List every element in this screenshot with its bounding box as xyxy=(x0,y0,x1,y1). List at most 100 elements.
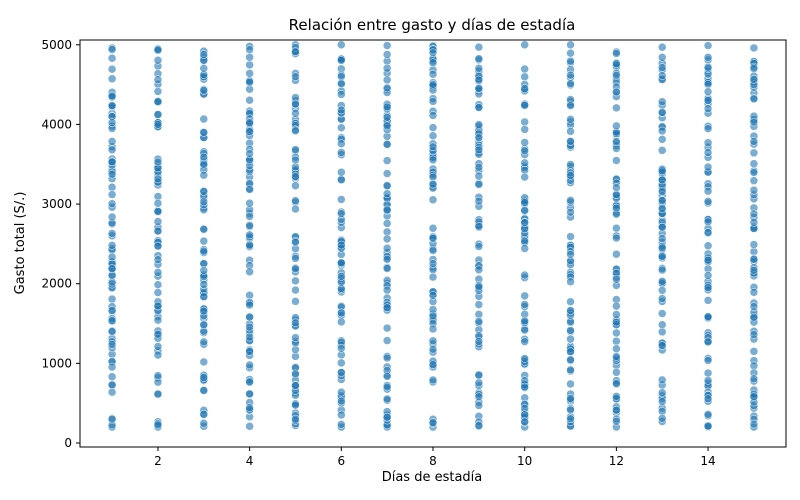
data-point xyxy=(291,369,300,379)
data-point xyxy=(337,79,346,89)
data-point xyxy=(703,96,713,105)
data-point xyxy=(474,337,484,346)
data-point xyxy=(153,268,163,277)
data-point xyxy=(153,315,163,325)
data-point xyxy=(749,94,759,104)
data-point xyxy=(382,382,392,392)
data-point xyxy=(428,375,438,385)
data-point xyxy=(153,217,163,226)
data-point xyxy=(703,87,713,96)
data-point xyxy=(520,198,529,207)
data-point xyxy=(474,242,484,251)
data-point xyxy=(107,53,117,63)
data-point xyxy=(153,97,163,107)
data-point xyxy=(520,100,529,110)
data-point xyxy=(520,172,529,182)
data-point xyxy=(337,148,346,157)
data-point xyxy=(703,80,713,89)
data-point xyxy=(520,417,529,426)
data-point xyxy=(199,357,209,367)
data-point xyxy=(428,58,438,67)
data-point xyxy=(657,175,667,185)
data-point xyxy=(566,127,575,136)
data-point xyxy=(337,40,346,50)
data-point xyxy=(382,189,392,198)
data-point xyxy=(382,234,392,244)
data-point xyxy=(657,166,667,176)
data-point xyxy=(291,400,300,410)
data-point xyxy=(566,115,575,124)
data-point xyxy=(107,145,117,155)
data-point xyxy=(428,195,438,204)
data-point xyxy=(612,392,621,401)
data-point xyxy=(749,392,759,401)
data-point xyxy=(107,91,117,101)
data-point xyxy=(337,410,346,420)
data-point xyxy=(428,259,438,268)
data-point xyxy=(612,190,621,200)
data-point xyxy=(566,355,575,364)
data-point xyxy=(520,382,529,392)
data-point xyxy=(428,48,438,58)
data-point xyxy=(566,277,575,287)
data-point xyxy=(245,360,254,370)
data-point xyxy=(107,212,117,222)
data-point xyxy=(382,323,392,333)
data-point xyxy=(245,95,254,105)
data-points xyxy=(107,40,759,432)
data-point xyxy=(199,152,209,162)
data-point xyxy=(245,127,254,136)
data-point xyxy=(566,326,575,335)
data-point xyxy=(337,72,346,81)
data-point xyxy=(520,205,529,215)
data-point xyxy=(153,226,163,236)
data-point xyxy=(153,56,163,65)
data-point xyxy=(337,344,346,353)
data-point xyxy=(657,53,667,62)
data-point xyxy=(703,53,713,62)
data-point xyxy=(520,40,529,50)
data-point xyxy=(153,120,163,129)
data-point xyxy=(291,99,300,109)
data-point xyxy=(107,264,117,273)
data-point xyxy=(612,203,621,213)
x-tick-label: 2 xyxy=(154,454,162,468)
data-point xyxy=(199,292,209,301)
data-point xyxy=(703,283,713,292)
data-point xyxy=(566,405,575,415)
data-point xyxy=(749,209,759,219)
data-point xyxy=(566,160,575,169)
data-point xyxy=(428,123,438,132)
data-point xyxy=(566,171,575,180)
data-point xyxy=(566,232,575,241)
data-point xyxy=(749,247,759,256)
data-point xyxy=(520,158,529,168)
data-point xyxy=(291,181,300,190)
data-point xyxy=(703,41,713,50)
data-point xyxy=(199,337,209,347)
data-point xyxy=(107,74,117,84)
data-point xyxy=(337,209,346,218)
data-point xyxy=(474,392,484,402)
data-point xyxy=(749,218,759,227)
data-point xyxy=(199,236,209,246)
data-point xyxy=(520,270,529,280)
data-point xyxy=(107,306,117,315)
data-point xyxy=(703,337,713,347)
data-point xyxy=(749,374,759,383)
data-point xyxy=(566,56,575,66)
data-point xyxy=(612,183,621,192)
data-point xyxy=(474,180,484,189)
data-point xyxy=(657,234,667,243)
data-point xyxy=(245,300,254,310)
data-point xyxy=(520,64,529,74)
data-point xyxy=(199,160,209,169)
data-point xyxy=(107,157,117,167)
data-point xyxy=(153,420,163,430)
data-point xyxy=(382,121,392,131)
data-point xyxy=(382,336,392,345)
data-point xyxy=(657,277,667,286)
data-point xyxy=(612,71,621,80)
data-point xyxy=(337,56,346,65)
data-point xyxy=(245,45,254,54)
